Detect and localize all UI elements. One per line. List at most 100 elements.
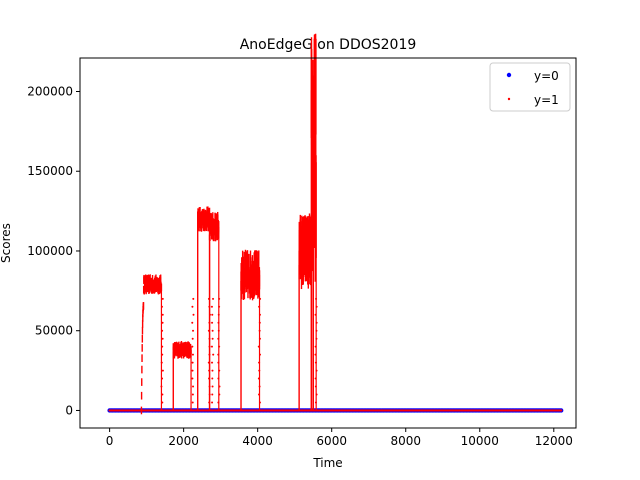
data-point — [217, 321, 220, 324]
data-point — [258, 313, 261, 316]
data-point — [211, 377, 214, 380]
data-point — [211, 313, 214, 316]
data-point — [314, 385, 317, 388]
data-point — [315, 297, 318, 300]
data-point — [208, 337, 211, 340]
data-point — [315, 321, 318, 324]
data-point — [217, 361, 220, 364]
data-point — [258, 329, 261, 332]
plot-area — [80, 58, 576, 428]
data-point — [161, 297, 164, 300]
data-point — [161, 345, 164, 348]
data-point — [315, 393, 318, 396]
data-point — [218, 369, 221, 372]
data-point — [218, 393, 221, 396]
data-point — [257, 377, 260, 380]
x-tick-label: 2000 — [168, 434, 199, 448]
data-point — [314, 345, 317, 348]
data-point — [560, 409, 563, 412]
data-point — [161, 353, 164, 356]
data-point — [161, 329, 164, 332]
data-point — [191, 401, 194, 404]
data-point — [259, 353, 261, 356]
data-point — [191, 393, 194, 396]
data-point — [210, 305, 213, 308]
data-point — [258, 321, 261, 324]
data-point — [315, 305, 318, 308]
data-point — [218, 297, 221, 300]
data-point — [315, 329, 318, 332]
data-point — [207, 329, 210, 332]
y-tick-label: 200000 — [27, 84, 73, 98]
data-point — [208, 353, 211, 356]
data-point — [208, 369, 211, 372]
data-point — [207, 297, 210, 300]
data-point — [161, 393, 164, 396]
data-point — [208, 385, 211, 388]
data-point — [211, 321, 214, 324]
data-point — [211, 329, 214, 332]
data-point — [160, 305, 163, 308]
data-point — [192, 385, 195, 388]
data-point — [208, 321, 211, 324]
data-point — [192, 313, 195, 316]
y-axis-label: Scores — [0, 223, 13, 263]
data-point — [191, 353, 194, 356]
data-point — [211, 337, 214, 340]
y-tick-label: 150000 — [27, 164, 73, 178]
x-tick-label: 8000 — [390, 434, 421, 448]
data-point — [161, 337, 164, 340]
series-y1 — [108, 33, 563, 415]
data-point — [257, 345, 260, 348]
legend-marker-y1 — [507, 97, 511, 101]
data-point — [218, 385, 221, 388]
data-point — [258, 361, 261, 364]
data-point — [258, 385, 261, 388]
data-layer — [107, 33, 564, 415]
data-point — [208, 393, 211, 396]
data-point — [218, 345, 221, 348]
data-point — [208, 401, 211, 404]
y-tick-label: 50000 — [35, 324, 73, 338]
data-point — [160, 385, 163, 388]
data-point — [191, 321, 194, 324]
data-point — [314, 313, 317, 316]
data-point — [211, 385, 214, 388]
data-point — [161, 377, 164, 380]
data-point — [211, 369, 214, 372]
data-point — [161, 321, 164, 324]
legend-marker-y0 — [506, 72, 512, 78]
data-point — [314, 353, 317, 356]
ticks-layer: 0 2000 4000 6000 8000 10000 12000 0 50000 100000 1… — [27, 84, 573, 448]
legend-label-y1: y=1 — [534, 93, 559, 107]
data-point — [208, 345, 211, 348]
data-point — [191, 377, 194, 380]
data-point — [161, 313, 164, 316]
data-point — [314, 377, 317, 380]
x-tick-label: 10000 — [461, 434, 499, 448]
x-tick-label: 0 — [106, 434, 114, 448]
data-point — [258, 401, 261, 404]
data-point — [217, 401, 220, 404]
legend-label-y0: y=0 — [534, 69, 559, 83]
y-tick-label: 0 — [65, 403, 73, 417]
data-point — [217, 313, 220, 316]
data-point — [212, 297, 215, 300]
data-point — [191, 305, 194, 308]
data-point — [191, 345, 194, 348]
data-point — [207, 361, 210, 364]
data-point — [258, 305, 261, 308]
data-point — [217, 377, 220, 380]
data-point — [211, 361, 214, 364]
data-point — [210, 345, 213, 348]
data-point — [258, 337, 261, 340]
data-point — [314, 361, 317, 364]
data-point — [191, 361, 194, 364]
data-point — [217, 329, 220, 332]
legend: y=0 y=1 — [489, 62, 571, 112]
data-point — [258, 369, 261, 372]
plot-frame — [79, 57, 577, 429]
data-point — [191, 337, 194, 340]
data-point — [212, 353, 215, 356]
